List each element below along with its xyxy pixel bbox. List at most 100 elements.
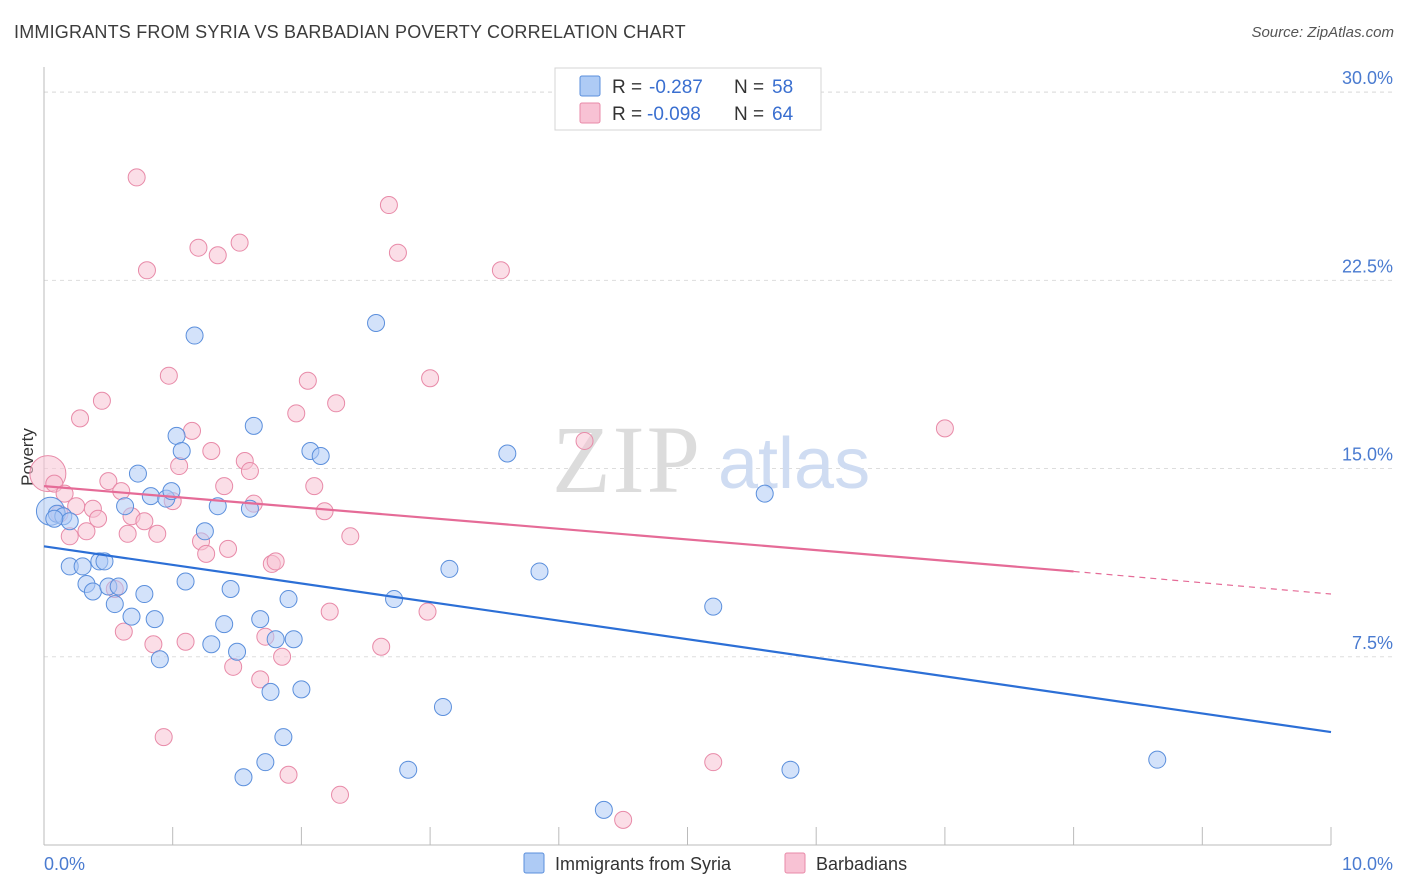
- trend-lines: [43, 485, 1332, 734]
- x-tick-label-max: 10.0%: [1342, 854, 1393, 874]
- legend-n-label-barbadians: N =: [734, 104, 764, 125]
- syria-point: [704, 597, 723, 616]
- barbadians-point: [327, 394, 346, 413]
- syria-point: [234, 768, 253, 787]
- syria-point: [292, 680, 311, 699]
- barbadians-point: [77, 522, 96, 541]
- barbadians-point: [305, 477, 324, 496]
- legend: R = -0.287 N = 58 R = -0.098 N = 64: [554, 67, 822, 131]
- syria-point: [73, 557, 92, 576]
- barbadians-point: [230, 233, 249, 252]
- syria-point: [367, 313, 386, 332]
- syria-point: [95, 552, 114, 571]
- barbadians-trend-extension: [1073, 570, 1332, 595]
- barbadians-point: [159, 366, 178, 385]
- barbadians-point: [99, 472, 118, 491]
- syria-point: [279, 590, 298, 609]
- barbadians-point: [127, 168, 146, 187]
- barbadians-point: [331, 785, 350, 804]
- syria-point: [202, 635, 221, 654]
- syria-point: [45, 509, 64, 528]
- syria-point: [781, 760, 800, 779]
- syria-point: [122, 607, 141, 626]
- barbadians-point: [287, 404, 306, 423]
- syria-point: [399, 760, 418, 779]
- syria-point: [105, 595, 124, 614]
- legend-r-label-syria: R =: [612, 77, 642, 98]
- y-tick-label: 7.5%: [1352, 633, 1393, 653]
- y-tick-label: 15.0%: [1342, 445, 1393, 465]
- x-ticks: [172, 827, 1332, 845]
- barbadians-point: [148, 524, 167, 543]
- syria-point: [150, 650, 169, 669]
- syria-point: [215, 615, 234, 634]
- syria-point: [251, 610, 270, 629]
- bottom-legend-label-barbadians: Barbadians: [816, 854, 907, 874]
- syria-point: [385, 590, 404, 609]
- barbadians-point: [575, 431, 594, 450]
- legend-swatch-barbadians: [579, 102, 601, 124]
- barbadians-point: [341, 527, 360, 546]
- syria-point: [116, 497, 135, 516]
- barbadians-point: [388, 243, 407, 262]
- legend-n-value-syria: 58: [772, 77, 793, 98]
- barbadians-point: [215, 477, 234, 496]
- syria-point: [176, 572, 195, 591]
- barbadians-point: [118, 524, 137, 543]
- barbadians-point: [614, 810, 633, 829]
- watermark: ZIP atlas: [552, 406, 870, 513]
- syria-point: [1148, 750, 1167, 769]
- barbadians-point: [144, 635, 163, 654]
- syria-point: [128, 464, 147, 483]
- legend-n-value-barbadians: 64: [772, 104, 794, 125]
- barbadians-point: [491, 261, 510, 280]
- barbadians-point: [55, 484, 74, 503]
- barbadians-point: [170, 457, 189, 476]
- barbadians-point: [224, 657, 243, 676]
- barbadians-point: [273, 647, 292, 666]
- barbadians-point: [379, 196, 398, 215]
- syria-points: [35, 313, 1167, 819]
- barbadians-point: [266, 552, 285, 571]
- gridlines: [44, 91, 1394, 658]
- barbadians-point: [320, 602, 339, 621]
- syria-point: [261, 682, 280, 701]
- barbadians-point: [135, 512, 154, 531]
- source-credit: Source: ZipAtlas.com: [1251, 24, 1394, 41]
- barbadians-point: [935, 419, 954, 438]
- bottom-legend: Immigrants from Syria Barbadians: [523, 852, 907, 874]
- barbadians-point: [704, 753, 723, 772]
- barbadians-point: [298, 371, 317, 390]
- syria-point: [256, 753, 275, 772]
- barbadians-point: [421, 369, 440, 388]
- bottom-legend-swatch-barbadians: [784, 852, 806, 874]
- legend-r-value-barbadians: -0.098: [647, 104, 701, 125]
- barbadians-point: [418, 602, 437, 621]
- barbadians-point: [114, 622, 133, 641]
- barbadians-point: [176, 632, 195, 651]
- syria-point: [135, 585, 154, 604]
- syria-point: [244, 416, 263, 435]
- legend-n-label-syria: N =: [734, 77, 764, 98]
- syria-point: [755, 484, 774, 503]
- x-tick-label-min: 0.0%: [44, 854, 85, 874]
- y-tick-label: 22.5%: [1342, 256, 1393, 276]
- syria-point: [145, 610, 164, 629]
- barbadians-point: [219, 539, 238, 558]
- barbadians-point: [202, 441, 221, 460]
- barbadians-point: [154, 728, 173, 747]
- syria-point: [284, 630, 303, 649]
- syria-point: [83, 582, 102, 601]
- barbadians-point: [189, 238, 208, 257]
- syria-point: [311, 447, 330, 465]
- barbadians-point: [251, 670, 270, 689]
- syria-point: [109, 577, 128, 596]
- syria-point: [60, 512, 79, 531]
- bottom-legend-label-syria: Immigrants from Syria: [555, 854, 732, 874]
- syria-point: [530, 562, 549, 581]
- syria-point: [167, 426, 186, 445]
- syria-point: [274, 728, 293, 747]
- syria-trend-line: [43, 545, 1332, 734]
- y-tick-labels: 7.5% 15.0% 22.5% 30.0%: [1342, 68, 1393, 653]
